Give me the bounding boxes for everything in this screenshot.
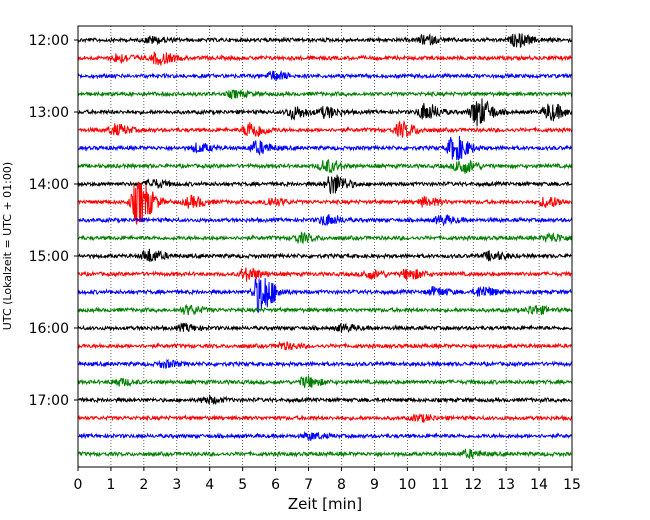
- x-tick-label: 10: [398, 477, 416, 493]
- seismogram-trace: [77, 303, 573, 316]
- x-tick-label: 7: [304, 477, 313, 493]
- x-tick-label: 5: [238, 477, 247, 493]
- seismogram-trace: [77, 277, 573, 313]
- seismogram-trace: [77, 375, 573, 388]
- x-axis-ticks: 0 1 2 3 4 5 6 7 8 9 10 11 12 13 14 15: [74, 467, 581, 493]
- x-tick-label: 15: [563, 477, 581, 493]
- seismogram-trace: [77, 158, 573, 174]
- x-axis-label: Zeit [min]: [288, 495, 362, 513]
- seismogram-trace: [77, 322, 573, 334]
- seismogram-trace: [77, 214, 573, 227]
- x-tick-label: 0: [74, 477, 83, 493]
- seismogram-trace: [77, 413, 573, 423]
- seismogram-trace: [77, 248, 573, 262]
- seismogram-trace: [77, 51, 573, 66]
- seismogram-trace: [77, 32, 573, 49]
- y-tick-label: 12:00: [29, 33, 69, 49]
- seismogram-trace: [78, 358, 573, 370]
- seismogram-trace: [77, 431, 573, 441]
- seismogram-trace: [77, 69, 573, 81]
- seismogram-trace: [77, 394, 573, 406]
- seismogram-trace: [77, 89, 573, 100]
- x-tick-label: 3: [172, 477, 181, 493]
- seismogram-trace: [77, 340, 573, 351]
- y-tick-label: 16:00: [29, 321, 69, 337]
- seismogram-trace: [77, 98, 573, 127]
- seismogram-trace: [77, 181, 573, 225]
- x-tick-label: 9: [370, 477, 379, 493]
- seismogram-trace: [77, 174, 573, 194]
- y-axis-label: UTC (Lokalzeit = UTC + 01:00): [1, 162, 14, 330]
- y-tick-label: 13:00: [29, 105, 69, 121]
- y-tick-label: 14:00: [29, 177, 69, 193]
- seismogram-trace: [77, 231, 573, 245]
- x-tick-label: 2: [139, 477, 148, 493]
- seismogram-trace: [77, 447, 573, 460]
- x-tick-label: 11: [431, 477, 449, 493]
- plot-frame: [77, 25, 573, 468]
- seismogram-traces: [77, 32, 573, 460]
- y-axis-ticks: 12:00 13:00 14:00 15:00 16:00 17:00: [29, 33, 78, 409]
- x-tick-label: 14: [530, 477, 548, 493]
- x-tick-label: 8: [337, 477, 346, 493]
- y-tick-label: 17:00: [29, 393, 69, 409]
- y-tick-label: 15:00: [29, 249, 69, 265]
- x-tick-label: 6: [271, 477, 280, 493]
- seismogram-trace: [77, 136, 573, 161]
- seismogram-trace: [77, 267, 573, 282]
- x-tick-label: 13: [497, 477, 515, 493]
- x-tick-label: 1: [106, 477, 115, 493]
- x-tick-label: 12: [464, 477, 482, 493]
- seismogram-trace: [77, 120, 573, 138]
- x-tick-label: 4: [205, 477, 214, 493]
